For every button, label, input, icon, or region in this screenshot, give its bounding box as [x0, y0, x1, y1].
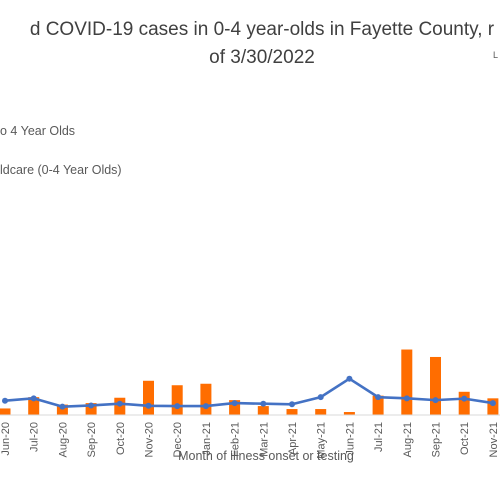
corner-label: L	[493, 50, 498, 60]
chart-title-line-1: d COVID-19 cases in 0-4 year-olds in Fay…	[30, 19, 495, 40]
legend-entry-2: ldcare (0-4 Year Olds)	[0, 163, 122, 177]
line-point-Jul-21	[375, 394, 382, 401]
line-point-May-21	[317, 394, 324, 401]
bar-Nov-21	[487, 398, 499, 415]
bar-Dec-20	[171, 385, 183, 415]
x-tick-Mar-21: Mar-21	[258, 422, 270, 457]
line-point-Mar-21	[260, 400, 267, 407]
line-point-Nov-21	[489, 400, 496, 407]
x-tick-Oct-21: Oct-21	[459, 422, 471, 455]
line-point-Aug-20	[59, 403, 66, 410]
bar-Oct-21	[458, 391, 470, 415]
x-axis-title: Month of illness onset or testing	[178, 449, 354, 463]
x-tick-May-21: May-21	[316, 422, 328, 459]
x-tick-Nov-21: Nov-21	[488, 422, 500, 457]
line-path	[4, 377, 494, 408]
line-point-Sep-21	[432, 397, 439, 404]
bar-Jun-20	[0, 408, 11, 415]
x-tick-Apr-21: Apr-21	[287, 422, 299, 455]
line-point-Sep-20	[88, 402, 95, 409]
x-tick-labels: Jun-20 Jul-20 Aug-20 Sep-20 Oct-20 Nov-20 Dec-…	[0, 422, 500, 459]
line-point-Apr-21	[289, 401, 295, 408]
bar-Feb-21	[229, 400, 241, 415]
x-tick-Nov-20: Nov-20	[144, 422, 156, 457]
line-point-Jun-20	[2, 397, 8, 404]
legend-entry-1: o 4 Year Olds	[0, 124, 75, 138]
x-tick-Oct-20: Oct-20	[115, 422, 127, 455]
x-tick-Aug-21: Aug-21	[402, 422, 414, 457]
x-tick-Sep-21: Sep-21	[431, 422, 443, 457]
x-tick-Jun-20: Jun-20	[0, 422, 12, 456]
x-tick-Sep-20: Sep-20	[86, 422, 98, 457]
chart-title-line-2: of 3/30/2022	[209, 47, 315, 68]
bar-Nov-20	[143, 380, 154, 415]
line-point-Nov-20	[145, 402, 152, 409]
line-point-Jun-21	[346, 375, 353, 382]
x-tick-Feb-21: Feb-21	[230, 422, 242, 457]
x-tick-Jul-21: Jul-21	[373, 422, 385, 452]
bar-Jul-20	[28, 397, 40, 415]
line-point-Oct-20	[116, 400, 123, 407]
x-tick-Jun-21: Jun-21	[344, 422, 356, 456]
bar-Jun-21	[343, 412, 355, 415]
bar-Jul-21	[372, 395, 384, 415]
x-tick-Jul-20: Jul-20	[29, 422, 41, 452]
line-point-Jan-21	[202, 403, 209, 410]
bar-Mar-21	[257, 406, 269, 415]
bar-Sep-21	[430, 356, 441, 415]
line-point-Aug-21	[403, 395, 410, 402]
line-point-Dec-20	[174, 403, 181, 410]
line-point-Oct-21	[461, 395, 468, 402]
bar-May-21	[315, 409, 327, 415]
bar-Apr-21	[286, 409, 298, 415]
x-tick-Jan-21: Jan-21	[201, 422, 213, 456]
x-tick-Dec-20: Dec-20	[172, 422, 184, 457]
bar-series	[0, 349, 499, 415]
bar-Sep-20	[85, 403, 97, 415]
bar-Jan-21	[200, 383, 212, 415]
bar-Aug-21	[401, 349, 413, 415]
x-tick-Aug-20: Aug-20	[57, 422, 69, 457]
line-point-Feb-21	[231, 400, 238, 407]
line-series	[2, 375, 496, 410]
bar-Aug-20	[56, 404, 68, 415]
line-point-Jul-20	[30, 395, 37, 402]
